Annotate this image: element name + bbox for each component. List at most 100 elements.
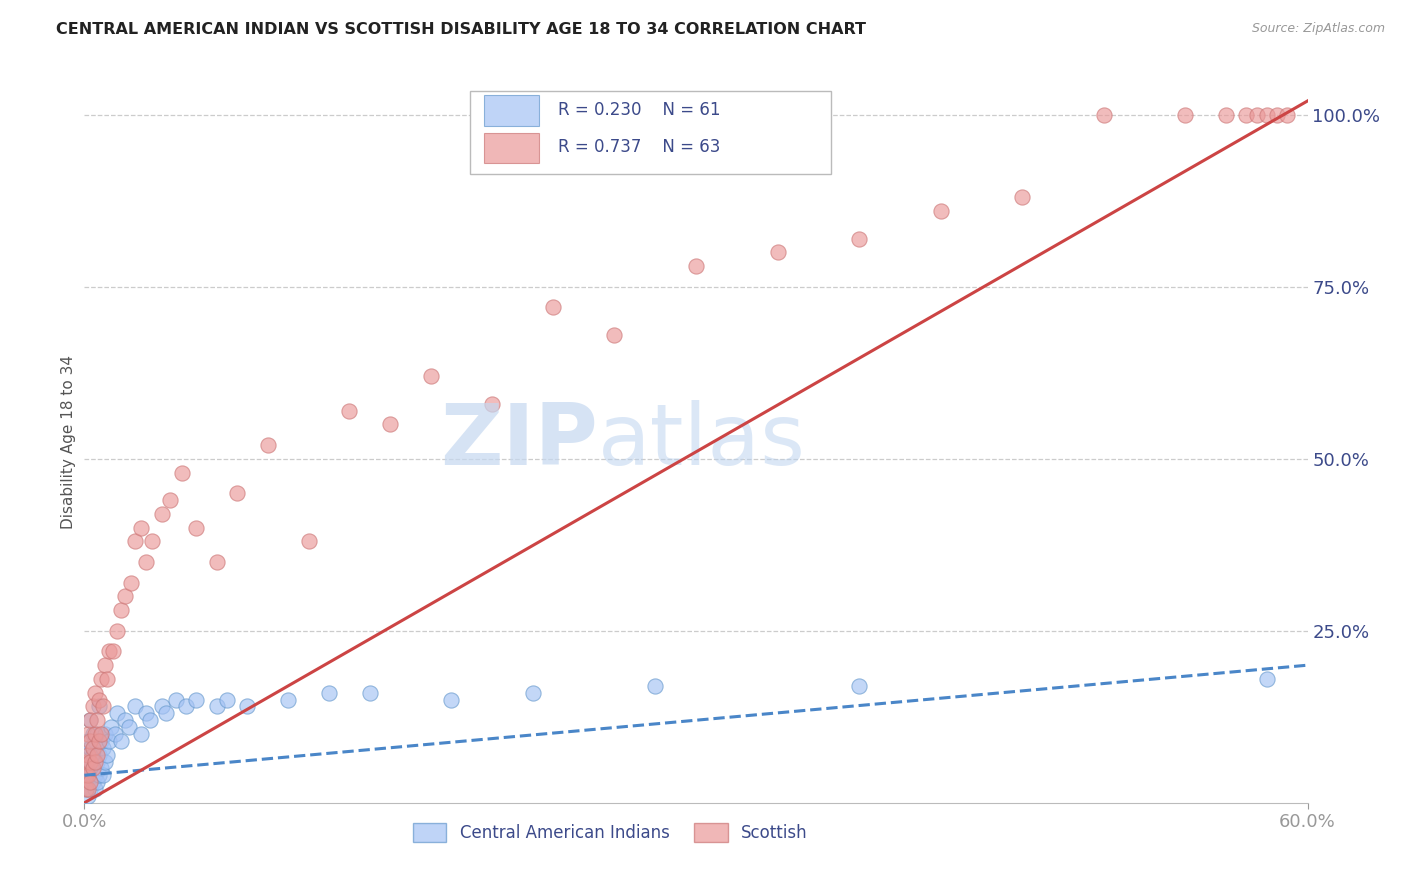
Point: [87, 734, 110, 748]
Point: [87, 692, 110, 706]
Point: [380, 417, 402, 432]
Legend: Central American Indians, Scottish: Central American Indians, Scottish: [406, 816, 814, 848]
Point: [79, 713, 101, 727]
Point: [75, 755, 97, 769]
Point: [77, 747, 100, 762]
Point: [135, 555, 157, 569]
Point: [97, 734, 120, 748]
Point: [522, 686, 544, 700]
Point: [87, 699, 110, 714]
Point: [1215, 108, 1237, 122]
Point: [131, 520, 153, 534]
Point: [420, 369, 443, 384]
Point: [93, 755, 115, 769]
Text: atlas: atlas: [598, 400, 806, 483]
Point: [82, 775, 104, 789]
Point: [79, 755, 101, 769]
Point: [110, 734, 132, 748]
Point: [1236, 108, 1258, 122]
Text: Source: ZipAtlas.com: Source: ZipAtlas.com: [1251, 22, 1385, 36]
Point: [77, 761, 100, 775]
Point: [79, 734, 101, 748]
Point: [226, 486, 249, 500]
Point: [603, 327, 626, 342]
Point: [135, 706, 157, 721]
Point: [79, 755, 101, 769]
Point: [110, 603, 132, 617]
Point: [159, 493, 181, 508]
Point: [104, 727, 127, 741]
Point: [124, 534, 146, 549]
Text: R = 0.230    N = 61: R = 0.230 N = 61: [558, 101, 720, 119]
Point: [100, 720, 122, 734]
FancyBboxPatch shape: [484, 133, 540, 163]
FancyBboxPatch shape: [484, 95, 540, 126]
Point: [150, 507, 173, 521]
Point: [90, 672, 112, 686]
Point: [87, 747, 110, 762]
Point: [83, 755, 105, 769]
Point: [83, 768, 105, 782]
Point: [101, 644, 124, 658]
Point: [1011, 190, 1033, 204]
Point: [848, 231, 870, 245]
Point: [75, 782, 97, 797]
Point: [96, 747, 118, 762]
FancyBboxPatch shape: [470, 91, 831, 174]
Point: [77, 747, 100, 762]
Point: [83, 727, 105, 741]
Point: [83, 734, 105, 748]
Point: [77, 768, 100, 782]
Point: [150, 699, 173, 714]
Point: [114, 713, 136, 727]
Point: [1277, 108, 1299, 122]
Point: [217, 692, 239, 706]
Point: [82, 747, 104, 762]
Point: [172, 466, 194, 480]
Point: [91, 699, 114, 714]
Point: [481, 397, 503, 411]
Point: [141, 534, 163, 549]
Point: [82, 727, 104, 741]
Point: [766, 245, 789, 260]
Point: [77, 789, 100, 803]
Point: [186, 692, 208, 706]
Point: [77, 775, 100, 789]
Point: [75, 755, 97, 769]
Point: [1174, 108, 1197, 122]
Point: [75, 782, 97, 797]
Point: [1265, 108, 1288, 122]
Text: ZIP: ZIP: [440, 400, 598, 483]
Point: [1246, 108, 1268, 122]
Text: R = 0.737    N = 63: R = 0.737 N = 63: [558, 138, 720, 156]
Point: [644, 679, 666, 693]
Point: [138, 713, 160, 727]
Point: [86, 727, 108, 741]
Point: [77, 727, 100, 741]
Point: [86, 713, 108, 727]
Point: [257, 438, 280, 452]
Point: [96, 672, 118, 686]
Point: [131, 727, 153, 741]
Y-axis label: Disability Age 18 to 34: Disability Age 18 to 34: [60, 354, 76, 529]
Point: [86, 755, 108, 769]
Point: [93, 658, 115, 673]
Point: [77, 734, 100, 748]
Point: [90, 761, 112, 775]
Point: [120, 575, 142, 590]
Point: [205, 555, 228, 569]
Point: [91, 740, 114, 755]
Point: [83, 686, 105, 700]
Point: [155, 706, 177, 721]
Point: [114, 590, 136, 604]
Point: [86, 747, 108, 762]
Point: [91, 768, 114, 782]
Point: [83, 782, 105, 797]
Point: [1256, 672, 1278, 686]
Point: [79, 740, 101, 755]
Point: [93, 727, 115, 741]
Point: [440, 692, 463, 706]
Point: [848, 679, 870, 693]
Point: [82, 761, 104, 775]
Point: [186, 520, 208, 534]
